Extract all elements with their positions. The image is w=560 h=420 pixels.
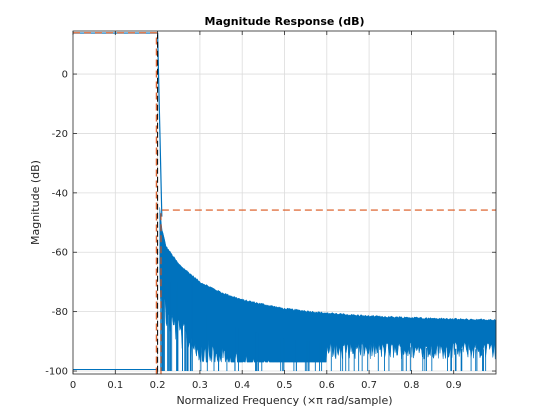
axis-ticks: 0 0.1 0.2 0.3 0.4 0.5 0.6 0.7 0.8 0.9 0 -20 -40 -60 -8… bbox=[45, 31, 496, 391]
y-tick-label: -100 bbox=[45, 367, 68, 378]
y-tick-label: 0 bbox=[62, 70, 68, 81]
y-tick-label: -60 bbox=[52, 248, 68, 259]
x-axis-label: Normalized Frequency (×π rad/sample) bbox=[176, 394, 392, 407]
plot-area bbox=[73, 32, 497, 375]
y-tick-label: -80 bbox=[52, 307, 68, 318]
x-tick-label: 0.4 bbox=[234, 380, 250, 391]
x-tick-label: 0.1 bbox=[107, 380, 123, 391]
chart-title: Magnitude Response (dB) bbox=[205, 15, 365, 28]
y-tick-label: -20 bbox=[52, 129, 68, 140]
x-tick-label: 0.6 bbox=[319, 380, 335, 391]
x-tick-label: 0.5 bbox=[277, 380, 293, 391]
y-axis-label: Magnitude (dB) bbox=[29, 160, 42, 245]
x-tick-label: 0.7 bbox=[361, 380, 377, 391]
x-tick-label: 0.2 bbox=[150, 380, 166, 391]
x-tick-label: 0.3 bbox=[192, 380, 208, 391]
y-tick-label: -40 bbox=[52, 188, 68, 199]
x-tick-label: 0 bbox=[70, 380, 76, 391]
x-tick-label: 0.9 bbox=[446, 380, 462, 391]
spec-mask-line bbox=[73, 32, 496, 375]
x-tick-label: 0.8 bbox=[403, 380, 419, 391]
